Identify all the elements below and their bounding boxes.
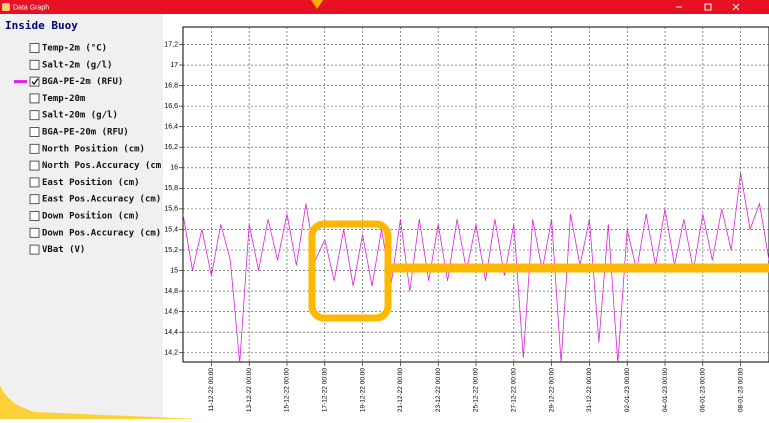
y-tick-label: 15 (170, 267, 178, 274)
sidebar-item: Down Pos.Accuracy (cm) (42, 228, 161, 238)
y-tick-label: 14,6 (164, 308, 178, 315)
series-swatch (14, 80, 27, 84)
sidebar-item: North Pos.Accuracy (cm) (42, 161, 167, 171)
sidebar-item: Salt-20m (g/l) (42, 111, 118, 121)
title-bar (0, 0, 769, 14)
y-tick-label: 17 (170, 62, 178, 69)
y-tick-label: 16 (170, 165, 178, 172)
checkbox[interactable] (29, 110, 40, 121)
x-tick-label: 08-01-23 00:00 (737, 368, 744, 412)
sidebar-title: Inside Buoy (5, 19, 78, 32)
x-tick-label: 02-01-23 00:00 (624, 368, 631, 412)
sidebar-item: Down Position (cm) (42, 211, 140, 222)
y-tick-label: 14,2 (164, 350, 178, 357)
y-tick-label: 17,2 (164, 41, 178, 48)
sidebar-item: BGA-PE-20m (RFU) (42, 128, 129, 138)
y-tick-label: 14,4 (164, 329, 178, 336)
y-tick-label: 16,6 (164, 103, 178, 110)
sidebar-item: Temp-20m (42, 94, 86, 104)
x-tick-label: 19-12-22 00:00 (359, 368, 366, 412)
sidebar-item: East Position (cm) (42, 177, 140, 188)
checkbox[interactable] (29, 177, 40, 188)
maximize-button[interactable] (704, 3, 712, 11)
y-tick-label: 15,6 (164, 206, 178, 213)
y-tick-label: 16,8 (164, 82, 178, 89)
close-button[interactable] (732, 3, 740, 11)
checkbox[interactable] (29, 160, 40, 171)
sidebar-item: North Position (cm) (42, 143, 145, 154)
checkbox[interactable] (29, 244, 40, 255)
pointer-arrow (311, 0, 323, 9)
sidebar-item: Temp-2m (°C) (42, 44, 107, 54)
checkbox[interactable] (29, 43, 40, 53)
y-tick-label: 16,4 (164, 124, 178, 131)
x-tick-label: 17-12-22 00:00 (321, 368, 328, 412)
checkbox[interactable] (29, 211, 40, 221)
plot: 14,2 14,4 14,6 14,8 15 15,2 15,4 15,6 15,8 16 16,2… (164, 26, 769, 412)
sidebar-item: East Pos.Accuracy (cm) (42, 195, 161, 205)
checkbox[interactable] (29, 127, 40, 137)
window-title: Data Graph (13, 4, 49, 11)
x-tick-label: 04-01-23 00:00 (662, 368, 669, 412)
x-tick-label: 25-12-22 00:00 (473, 368, 480, 412)
checkbox[interactable] (29, 194, 40, 205)
sidebar-item: BGA-PE-2m (RFU) (42, 77, 123, 87)
highlight-box (308, 220, 392, 322)
y-tick-label: 15,2 (164, 247, 178, 254)
sidebar-item: VBat (V) (42, 245, 85, 255)
x-tick-label: 11-12-22 00:00 (208, 368, 215, 412)
sidebar-list: Temp-2m (°C) Salt-2m (g/l) BGA-PE-2m (RFU)… (14, 43, 167, 255)
plot-frame (182, 26, 769, 363)
x-tick-label: 31-12-22 00:00 (586, 368, 593, 412)
check-mark (31, 78, 39, 86)
x-tick-label: 21-12-22 00:00 (397, 368, 404, 412)
app-icon (2, 3, 10, 11)
x-tick-label: 27-12-22 00:00 (511, 368, 518, 412)
y-tick-label: 16,2 (164, 144, 178, 151)
data-line (183, 172, 769, 362)
y-tick-label: 15,4 (164, 226, 178, 233)
checkbox[interactable] (29, 93, 40, 104)
checkbox[interactable] (29, 59, 40, 70)
x-tick-label: 06-01-23 00:00 (700, 368, 707, 412)
sidebar-item: Salt-2m (g/l) (42, 60, 112, 70)
x-tick-label: 29-12-22 00:00 (548, 368, 555, 412)
corner-highlight (0, 385, 200, 419)
x-tick-label: 23-12-22 00:00 (435, 368, 442, 412)
x-tick-label: 15-12-22 00:00 (284, 368, 291, 412)
checkbox[interactable] (29, 76, 40, 87)
y-tick-label: 14,8 (164, 288, 178, 295)
x-tick-label: 13-12-22 00:00 (246, 368, 253, 412)
checkbox[interactable] (29, 143, 40, 154)
y-tick-label: 15,8 (164, 185, 178, 192)
checkbox[interactable] (29, 227, 40, 238)
